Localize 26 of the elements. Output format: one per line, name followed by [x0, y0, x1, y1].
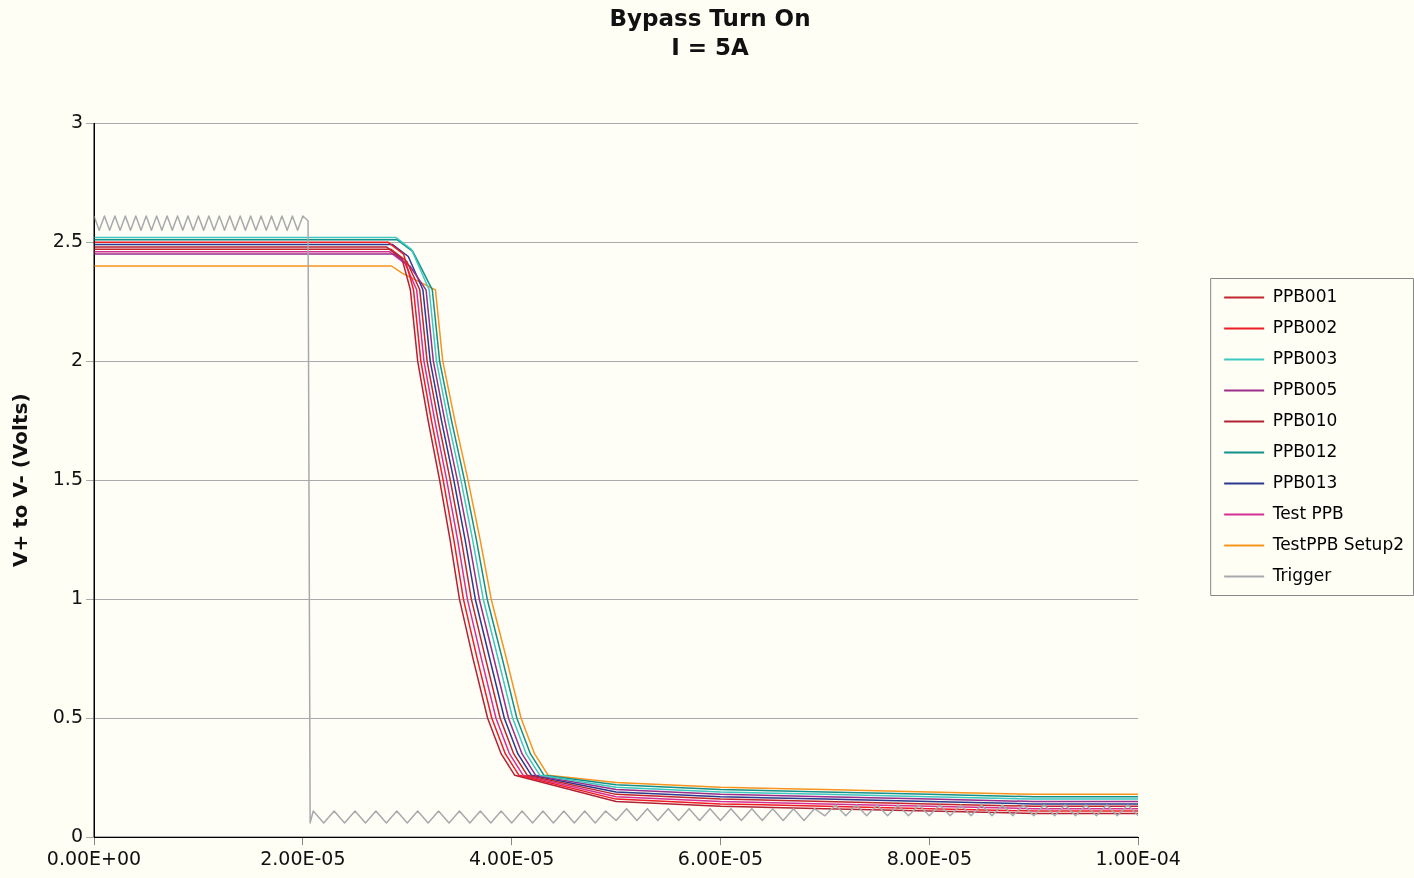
x-tick-label: 4.00E-05 — [468, 846, 555, 869]
y-tick-label: 2.5 — [52, 229, 83, 252]
legend-label: Trigger — [1271, 564, 1332, 585]
y-tick-label: 1.5 — [52, 467, 83, 490]
legend-label: PPB001 — [1272, 285, 1338, 306]
y-tick-label: 2 — [70, 348, 83, 371]
legend-label: PPB013 — [1272, 471, 1338, 492]
x-tick-label: 2.00E-05 — [260, 846, 346, 869]
legend-label: TestPPB Setup2 — [1271, 533, 1404, 554]
x-tick-label: 8.00E-05 — [886, 846, 972, 869]
y-axis-title: V+ to V- (Volts) — [8, 393, 33, 567]
chart-title: Bypass Turn On — [609, 4, 811, 31]
y-tick-label: 3 — [70, 110, 83, 133]
x-tick-label: 6.00E-05 — [677, 846, 764, 869]
y-tick-label: 0.5 — [52, 705, 83, 728]
y-tick-label: 0 — [70, 824, 83, 847]
y-tick-label: 1 — [70, 586, 83, 609]
legend-label: PPB002 — [1272, 316, 1338, 337]
legend-label: PPB003 — [1272, 347, 1338, 368]
x-tick-label: 1.00E-04 — [1095, 846, 1181, 869]
legend-label: PPB005 — [1272, 378, 1338, 399]
legend-label: Test PPB — [1271, 502, 1344, 523]
legend-label: PPB010 — [1272, 409, 1338, 430]
legend-label: PPB012 — [1272, 440, 1338, 461]
x-tick-label: 0.00E+00 — [46, 846, 142, 869]
chart-subtitle: I = 5A — [671, 34, 750, 61]
